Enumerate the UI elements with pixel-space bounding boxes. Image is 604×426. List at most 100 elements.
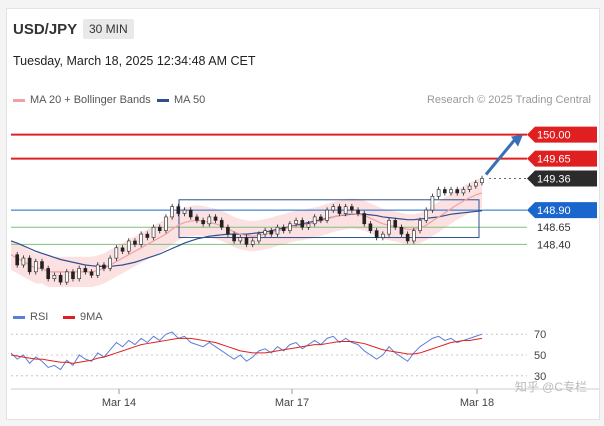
legend-rsi-label: RSI (30, 311, 49, 323)
research-credit: Research © 2025 Trading Central (426, 94, 591, 106)
legend-ma9-swatch (63, 315, 75, 319)
candle-body (114, 247, 119, 259)
timeframe-badge[interactable]: 30 MIN (83, 19, 134, 39)
candle-body (64, 271, 69, 283)
candle-body (58, 274, 63, 283)
candle-body (201, 220, 205, 225)
level-label-148-65: 148.65 (537, 222, 571, 234)
candle-body (164, 216, 168, 231)
candle-body (281, 226, 286, 231)
candle-body (244, 237, 249, 245)
candle-body (331, 206, 336, 211)
level-tag-149-65 (527, 150, 597, 167)
level-tag-149-36 (527, 170, 597, 187)
candle-body (374, 230, 379, 238)
candle-body (157, 226, 162, 231)
candle-body (139, 233, 143, 245)
candle-body (213, 216, 218, 221)
candle-body (312, 216, 317, 225)
candle-body (362, 213, 367, 225)
candle-body (467, 185, 472, 190)
chart-card: USD/JPY 30 MIN Tuesday, March 18, 2025 1… (6, 8, 600, 420)
level-label-149-65: 149.65 (537, 154, 571, 166)
ma50-line (10, 210, 483, 267)
candle-body (306, 223, 311, 228)
candle-body (418, 220, 422, 231)
candle-body (263, 230, 267, 235)
watermark: 知乎 @C专栏 (514, 380, 587, 394)
candle-body (77, 268, 81, 280)
legend-ma20-label: MA 20 + Bollinger Bands (30, 94, 151, 106)
symbol-title: USD/JPY (13, 21, 78, 38)
candle-body (188, 209, 193, 218)
candle-body (269, 230, 274, 235)
candle-body (350, 206, 354, 211)
candle-body (133, 240, 137, 245)
level-label-150-00: 150.00 (537, 130, 571, 142)
candle-body (455, 189, 460, 194)
candle-body (343, 206, 348, 214)
candle-body (195, 216, 199, 221)
candle-body (21, 257, 26, 266)
candle-body (288, 223, 292, 231)
candle-body (226, 226, 230, 235)
legend-rsi: RSI (13, 311, 48, 323)
candle-body (33, 261, 38, 273)
candle-body (424, 209, 429, 221)
candle-body (430, 196, 435, 211)
candle-body (52, 274, 57, 280)
legend-ma20-swatch (13, 98, 25, 102)
candle-body (319, 216, 323, 221)
candle-body (381, 233, 385, 238)
level-tag-150-00 (527, 126, 597, 143)
projection-arrow (484, 138, 517, 176)
candle-body (27, 257, 32, 273)
candle-body (250, 240, 255, 245)
level-label-148-90: 148.90 (537, 205, 571, 217)
time-tick-label: Mar 17 (275, 397, 309, 409)
chart-svg: 150.00 149.65 149.36 148.90 148.65 148.40 70 50… (10, 126, 599, 409)
consolidation-box (178, 199, 480, 239)
candle-body (120, 247, 125, 252)
candle-body (170, 206, 174, 218)
rsi-line (10, 331, 483, 371)
bollinger-band (11, 177, 482, 287)
legend-ma50-label: MA 50 (174, 94, 206, 106)
candle-body (443, 189, 447, 194)
candle-body (15, 254, 19, 266)
candle-body (108, 257, 112, 269)
candle-body (176, 206, 181, 214)
candle-body (449, 189, 453, 194)
candle-body (145, 233, 150, 238)
candle-body (102, 264, 106, 269)
timestamp: Tuesday, March 18, 2025 12:34:48 AM CET (13, 54, 256, 68)
rsi-ma9-line (10, 337, 483, 364)
candle-body (412, 230, 416, 242)
candle-body (393, 220, 398, 228)
candle-body (300, 220, 305, 228)
candle-body (207, 216, 212, 225)
time-tick-label: Mar 18 (460, 397, 494, 409)
candle-body (89, 271, 94, 276)
level-label-148-40: 148.40 (537, 239, 571, 251)
candle-body (219, 220, 224, 228)
candle-body (337, 206, 342, 214)
legend-ma9: 9MA (63, 311, 103, 323)
legend-ma9-label: 9MA (80, 311, 103, 323)
chart-header: USD/JPY 30 MIN (7, 9, 599, 49)
candle-body (387, 220, 391, 235)
rsi-tick-50: 50 (534, 350, 546, 362)
candle-body (356, 209, 360, 214)
candle-body (182, 209, 187, 214)
legend-ma50-swatch (157, 98, 169, 102)
candle-body (275, 226, 280, 235)
candle-body (126, 240, 131, 252)
candle-body (71, 271, 75, 280)
candle-body (238, 237, 243, 242)
rsi-tick-70: 70 (534, 329, 546, 341)
candle-body (40, 261, 44, 269)
candle-body (46, 268, 50, 280)
legend-ma20: MA 20 + Bollinger Bands (13, 94, 151, 106)
candle-body (461, 189, 466, 194)
level-label-149-36: 149.36 (537, 174, 571, 186)
